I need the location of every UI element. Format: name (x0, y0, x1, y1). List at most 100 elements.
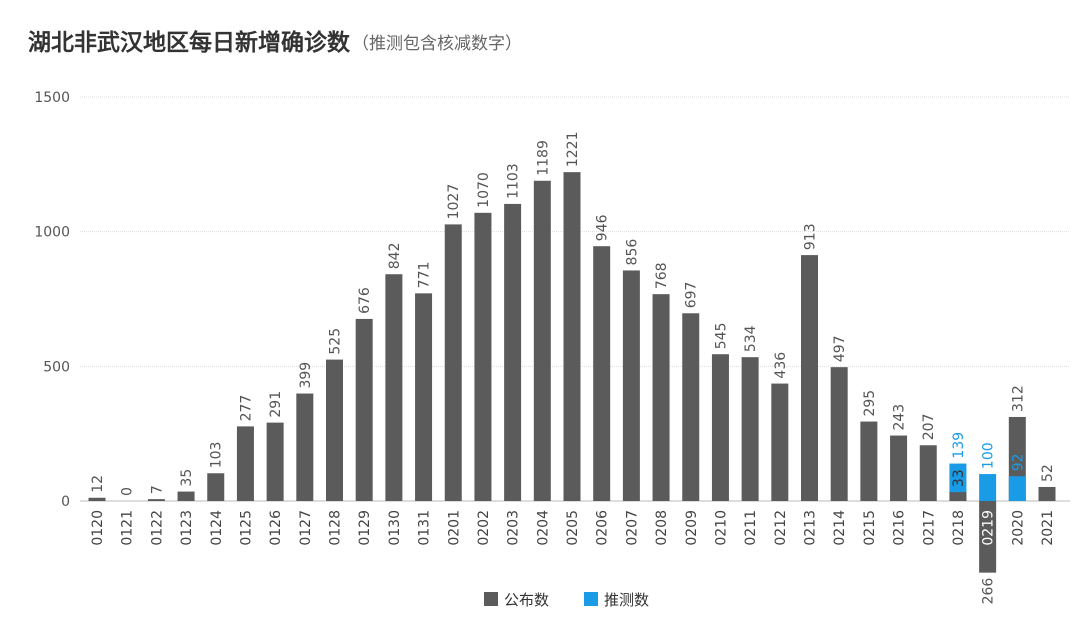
chart-title: 湖北非武汉地区每日新增确诊数 (28, 29, 351, 56)
x-tick-label: 0211 (743, 510, 759, 546)
x-tick-label: 0212 (773, 510, 789, 546)
bar (801, 255, 818, 501)
x-tick-label: 2021 (1040, 510, 1056, 546)
x-tick-label: 0206 (595, 510, 611, 546)
bar (266, 422, 284, 501)
bar (385, 274, 403, 501)
bar (622, 270, 640, 501)
bar (147, 499, 165, 501)
x-tick-label: 0205 (565, 510, 581, 546)
x-tick-label: 0124 (209, 510, 225, 546)
value-label: 103 (209, 442, 225, 469)
bar (949, 463, 967, 501)
value-label: 207 (921, 414, 937, 441)
bar (444, 224, 462, 502)
bar (682, 313, 700, 501)
x-tick-label: 0123 (179, 510, 195, 546)
value-label: 1189 (535, 140, 551, 176)
x-tick-label: 0214 (832, 510, 848, 546)
legend-label: 公布数 (504, 591, 549, 609)
bar (711, 354, 729, 501)
bar (207, 473, 225, 501)
value-label: 1027 (446, 184, 462, 220)
x-tick-label: 0120 (90, 510, 106, 546)
bar (1038, 486, 1056, 501)
value-label: 312 (1010, 385, 1026, 412)
x-tick-label: 0202 (476, 510, 492, 546)
value-label: 436 (773, 352, 789, 379)
bar (533, 180, 551, 501)
value-label: 92 (1010, 453, 1026, 471)
x-tick-label: 0130 (387, 510, 403, 546)
y-tick-label: 500 (43, 359, 70, 375)
x-tick-label: 0213 (803, 510, 819, 546)
bar (504, 203, 522, 501)
bar (949, 492, 967, 501)
bar (1008, 476, 1026, 501)
x-tick-label: 0125 (238, 510, 254, 546)
legend-swatch (584, 592, 598, 606)
value-label: 525 (328, 328, 344, 355)
value-label: 277 (238, 395, 254, 422)
value-label: 399 (298, 362, 314, 389)
value-label: 33 (951, 469, 967, 487)
bar (919, 445, 937, 501)
value-label: 676 (357, 287, 373, 314)
bar (415, 293, 433, 501)
x-tick-label: 0216 (892, 510, 908, 546)
value-label: 0 (120, 487, 136, 496)
x-tick-label: 0210 (713, 510, 729, 546)
x-tick-label: 0122 (149, 510, 165, 546)
x-tick-label: 0127 (298, 510, 314, 546)
value-label: 1070 (476, 172, 492, 208)
value-label: 697 (684, 282, 700, 309)
bar (474, 212, 492, 501)
value-label: 52 (1040, 464, 1056, 482)
value-label: 913 (803, 223, 819, 250)
value-label: 842 (387, 242, 403, 269)
bar (890, 435, 908, 501)
value-label: 100 (981, 442, 997, 469)
x-tick-label: 0217 (921, 510, 937, 546)
value-label: 768 (654, 262, 670, 289)
value-label: 856 (624, 239, 640, 266)
x-tick-label: 0128 (328, 510, 344, 546)
bar (593, 246, 611, 501)
x-tick-label: 0129 (357, 510, 373, 546)
x-tick-label: 0207 (624, 510, 640, 546)
value-label: 1103 (506, 163, 522, 199)
bar (355, 318, 373, 501)
x-tick-label: 0208 (654, 510, 670, 546)
bar (88, 497, 106, 501)
bar (652, 294, 670, 501)
value-label: 35 (179, 469, 195, 487)
value-label: 771 (417, 262, 433, 289)
value-label: 139 (951, 432, 967, 459)
bar (771, 383, 789, 501)
value-label: 545 (713, 322, 729, 349)
x-tick-label: 0204 (535, 510, 551, 546)
bar (830, 367, 848, 501)
bar (177, 491, 195, 501)
value-label: 946 (595, 214, 611, 241)
x-tick-label: 0203 (506, 510, 522, 546)
x-tick-label: 0131 (417, 510, 433, 546)
value-label: 1221 (565, 132, 581, 168)
value-label: 243 (892, 404, 908, 431)
legend-label: 推测数 (604, 591, 649, 609)
value-label: 534 (743, 325, 759, 352)
bar (296, 393, 314, 501)
x-tick-label: 0209 (684, 510, 700, 546)
legend-swatch (484, 592, 498, 606)
x-tick-label: 0215 (862, 510, 878, 546)
y-tick-label: 1000 (34, 225, 70, 241)
x-tick-label: 2020 (1010, 510, 1026, 546)
value-label: 266 (981, 578, 997, 605)
bar (860, 421, 878, 501)
x-tick-label: 0201 (446, 510, 462, 546)
value-label: 497 (832, 335, 848, 362)
bar (741, 357, 759, 501)
value-label: 295 (862, 390, 878, 417)
y-tick-label: 1500 (34, 90, 70, 106)
value-label: 7 (149, 485, 165, 494)
